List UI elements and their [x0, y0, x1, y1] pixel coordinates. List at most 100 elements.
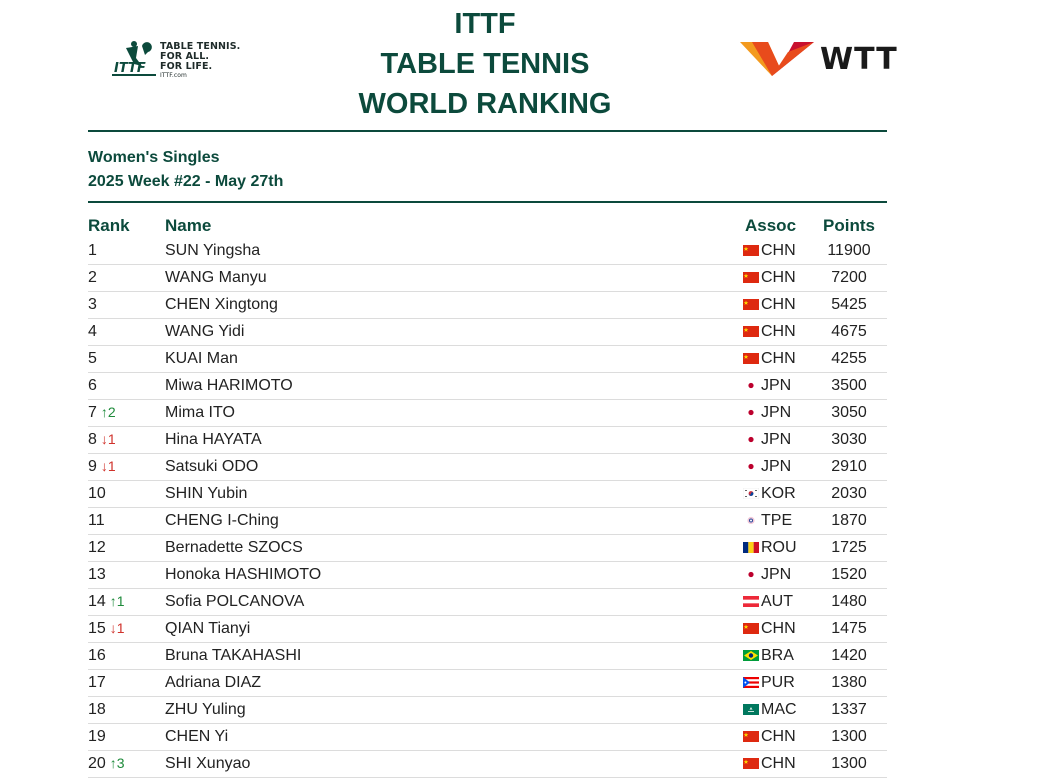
chn-flag-icon [743, 758, 759, 769]
rank-cell: 1 [88, 242, 97, 260]
title-line-1: ITTF [454, 8, 516, 40]
title-line-3: WORLD RANKING [358, 88, 612, 120]
wtt-logo[interactable]: WTT [738, 38, 898, 80]
points-value: 11900 [827, 242, 871, 259]
rank-change-down: ↓1 [100, 458, 116, 474]
jpn-flag-icon [743, 407, 759, 418]
table-row[interactable]: 18 ZHU Yuling MAC 1337 [88, 697, 887, 724]
rou-flag-icon [743, 542, 759, 553]
rank-cell: 17 [88, 674, 106, 692]
assoc-code: JPN [761, 404, 792, 421]
rank-value: 14 [88, 593, 106, 610]
rank-value: 8 [88, 431, 97, 448]
player-name[interactable]: CHEN Yi [165, 728, 229, 745]
table-row[interactable]: 11 CHENG I-Ching TPE 1870 [88, 508, 887, 535]
header-assoc[interactable]: Assoc [745, 216, 797, 235]
assoc-cell: JPN [743, 566, 791, 584]
points-value: 1870 [831, 512, 867, 529]
rank-cell: 13 [88, 566, 106, 584]
table-row[interactable]: 17 Adriana DIAZ PUR 1380 [88, 670, 887, 697]
rank-cell: 12 [88, 539, 106, 557]
rank-value: 18 [88, 701, 106, 718]
table-row[interactable]: 3 CHEN Xingtong CHN 5425 [88, 292, 887, 319]
header-name[interactable]: Name [165, 216, 212, 235]
player-name[interactable]: Bernadette SZOCS [165, 539, 303, 556]
rank-cell: 20 ↑3 [88, 755, 125, 773]
player-name[interactable]: Honoka HASHIMOTO [165, 566, 322, 583]
player-name[interactable]: Sofia POLCANOVA [165, 593, 305, 610]
jpn-flag-icon [743, 461, 759, 472]
bra-flag-icon [743, 650, 759, 661]
rank-value: 17 [88, 674, 106, 691]
rank-cell: 9 ↓1 [88, 458, 116, 476]
table-row[interactable]: 5 KUAI Man CHN 4255 [88, 346, 887, 373]
rank-cell: 14 ↑1 [88, 593, 125, 611]
player-name[interactable]: SHIN Yubin [165, 485, 248, 502]
table-row[interactable]: 15 ↓1 QIAN Tianyi CHN 1475 [88, 616, 887, 643]
table-row[interactable]: 12 Bernadette SZOCS ROU 1725 [88, 535, 887, 562]
player-name[interactable]: Adriana DIAZ [165, 674, 262, 691]
rank-value: 7 [88, 404, 97, 421]
assoc-code: TPE [761, 512, 793, 529]
table-header: Rank Name Assoc Points [88, 214, 887, 238]
rank-value: 4 [88, 323, 97, 340]
player-name[interactable]: SHI Xunyao [165, 755, 251, 772]
points-value: 1475 [831, 620, 867, 637]
table-row[interactable]: 9 ↓1 Satsuki ODO JPN 2910 [88, 454, 887, 481]
rank-value: 16 [88, 647, 106, 664]
player-name[interactable]: Bruna TAKAHASHI [165, 647, 302, 664]
assoc-cell: PUR [743, 674, 795, 692]
assoc-cell: MAC [743, 701, 797, 719]
table-row[interactable]: 13 Honoka HASHIMOTO JPN 1520 [88, 562, 887, 589]
ittf-logo[interactable]: ITTF TABLE TENNIS. FOR ALL. FOR LIFE. IT… [112, 38, 247, 79]
player-name[interactable]: CHEN Xingtong [165, 296, 278, 313]
rank-change-down: ↓1 [109, 620, 125, 636]
table-row[interactable]: 8 ↓1 Hina HAYATA JPN 3030 [88, 427, 887, 454]
player-name[interactable]: WANG Yidi [165, 323, 245, 340]
assoc-code: JPN [761, 566, 792, 583]
rank-cell: 15 ↓1 [88, 620, 125, 638]
player-name[interactable]: Mima ITO [165, 404, 235, 421]
player-name[interactable]: Miwa HARIMOTO [165, 377, 293, 394]
ranking-table: Rank Name Assoc Points 1 SUN Yingsha CHN 11… [88, 214, 887, 778]
rank-change-up: ↑1 [109, 593, 125, 609]
points-value: 5425 [831, 296, 867, 313]
player-name[interactable]: KUAI Man [165, 350, 238, 367]
player-name[interactable]: WANG Manyu [165, 269, 267, 286]
table-row[interactable]: 19 CHEN Yi CHN 1300 [88, 724, 887, 751]
assoc-code: CHN [761, 323, 796, 340]
player-name[interactable]: CHENG I-Ching [165, 512, 279, 529]
rank-cell: 8 ↓1 [88, 431, 116, 449]
assoc-code: CHN [761, 755, 796, 772]
table-row[interactable]: 6 Miwa HARIMOTO JPN 3500 [88, 373, 887, 400]
points-value: 4675 [831, 323, 867, 340]
assoc-code: ROU [761, 539, 797, 556]
header-rank[interactable]: Rank [88, 216, 130, 235]
chn-flag-icon [743, 623, 759, 634]
wtt-wordmark: WTT [820, 42, 898, 77]
table-row[interactable]: 14 ↑1 Sofia POLCANOVA AUT 1480 [88, 589, 887, 616]
table-row[interactable]: 2 WANG Manyu CHN 7200 [88, 265, 887, 292]
assoc-code: CHN [761, 269, 796, 286]
table-row[interactable]: 4 WANG Yidi CHN 4675 [88, 319, 887, 346]
player-name[interactable]: Hina HAYATA [165, 431, 262, 448]
rank-value: 2 [88, 269, 97, 286]
assoc-code: CHN [761, 242, 796, 259]
points-value: 4255 [831, 350, 867, 367]
player-name[interactable]: SUN Yingsha [165, 242, 261, 259]
table-row[interactable]: 16 Bruna TAKAHASHI BRA 1420 [88, 643, 887, 670]
rank-value: 3 [88, 296, 97, 313]
table-row[interactable]: 7 ↑2 Mima ITO JPN 3050 [88, 400, 887, 427]
rank-cell: 18 [88, 701, 106, 719]
table-row[interactable]: 1 SUN Yingsha CHN 11900 [88, 238, 887, 265]
table-row[interactable]: 10 SHIN Yubin KOR 2030 [88, 481, 887, 508]
rank-value: 1 [88, 242, 97, 259]
rank-cell: 19 [88, 728, 106, 746]
header-points[interactable]: Points [823, 216, 875, 235]
jpn-flag-icon [743, 434, 759, 445]
player-name[interactable]: ZHU Yuling [165, 701, 246, 718]
assoc-code: CHN [761, 296, 796, 313]
wtt-logo-icon [740, 42, 814, 76]
player-name[interactable]: QIAN Tianyi [165, 620, 251, 637]
player-name[interactable]: Satsuki ODO [165, 458, 259, 475]
